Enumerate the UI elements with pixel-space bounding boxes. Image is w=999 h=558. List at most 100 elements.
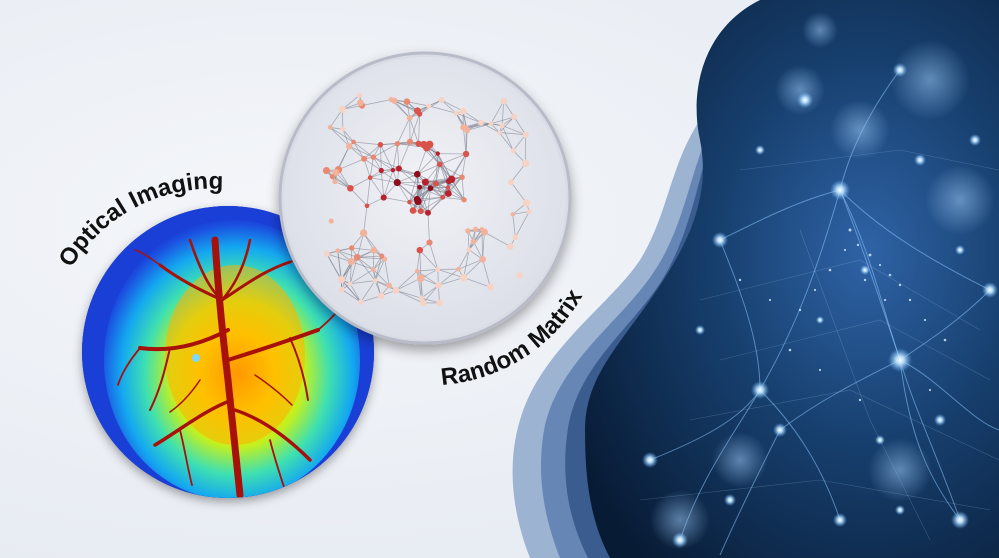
graph-edge bbox=[409, 174, 418, 203]
graph-node bbox=[322, 166, 331, 175]
graph-edge bbox=[510, 162, 526, 183]
graph-node bbox=[500, 97, 507, 105]
graph-edge bbox=[435, 153, 439, 184]
graph-edge bbox=[326, 253, 352, 262]
graph-node bbox=[453, 110, 459, 116]
graph-edge bbox=[360, 295, 382, 303]
graph-edge bbox=[353, 141, 381, 146]
graph-node bbox=[435, 266, 441, 273]
graph-edge bbox=[458, 258, 483, 270]
graph-edge bbox=[490, 100, 505, 124]
graph-edge bbox=[383, 197, 410, 203]
graph-edge bbox=[458, 249, 470, 270]
graph-edge bbox=[462, 127, 467, 155]
graph-node bbox=[479, 256, 486, 263]
graph-edge bbox=[342, 129, 354, 143]
graph-edge bbox=[374, 258, 386, 281]
graph-edge bbox=[329, 127, 350, 147]
graph-edge bbox=[419, 186, 443, 198]
graph-edge bbox=[463, 259, 483, 278]
graph-edge bbox=[392, 143, 398, 171]
graph-edge bbox=[463, 249, 470, 278]
graph-edge bbox=[395, 270, 418, 291]
graph-edge bbox=[349, 145, 374, 158]
graph-node bbox=[440, 194, 446, 200]
graph-node bbox=[386, 282, 392, 289]
graph-node bbox=[470, 238, 477, 245]
graph-node bbox=[424, 209, 431, 216]
graph-edge bbox=[418, 113, 420, 144]
graph-node bbox=[415, 140, 422, 147]
graph-node bbox=[521, 159, 530, 168]
graph-edge bbox=[373, 143, 398, 158]
graph-edge bbox=[439, 164, 463, 178]
graph-edge bbox=[360, 280, 376, 303]
graph-edge bbox=[398, 141, 411, 169]
graph-edge bbox=[417, 153, 439, 175]
graph-edge bbox=[438, 268, 459, 286]
graph-node bbox=[426, 239, 433, 246]
graph-edge bbox=[374, 255, 383, 281]
graph-edge bbox=[490, 116, 515, 125]
graph-node bbox=[413, 170, 421, 178]
graph-edge bbox=[363, 232, 383, 257]
graph-edge bbox=[482, 259, 491, 288]
graph-node bbox=[510, 147, 516, 154]
graph-node bbox=[414, 268, 420, 274]
graph-edge bbox=[473, 241, 483, 260]
graph-edge bbox=[397, 117, 411, 144]
graph-node bbox=[459, 107, 467, 115]
graph-node bbox=[508, 179, 515, 186]
graph-edge bbox=[357, 255, 382, 258]
graph-edge bbox=[395, 289, 424, 304]
graph-edge bbox=[372, 258, 386, 270]
graph-edge bbox=[369, 177, 385, 198]
graph-edge bbox=[427, 212, 430, 243]
graph-edge bbox=[463, 277, 491, 288]
graph-edge bbox=[395, 289, 422, 299]
graph-node bbox=[370, 266, 376, 272]
graph-node bbox=[432, 180, 439, 187]
graph-node bbox=[380, 194, 387, 201]
graph-node bbox=[459, 273, 468, 282]
graph-edge bbox=[350, 269, 374, 285]
graph-edge bbox=[450, 153, 467, 179]
graph-node bbox=[347, 184, 354, 192]
graph-node bbox=[413, 107, 421, 115]
graph-node bbox=[417, 184, 423, 190]
graph-node bbox=[377, 142, 384, 148]
graph-edge bbox=[499, 116, 515, 133]
graph-node bbox=[435, 151, 440, 156]
graph-node bbox=[392, 286, 400, 294]
graph-edge bbox=[372, 269, 390, 286]
graph-node bbox=[335, 248, 341, 254]
graph-edge bbox=[395, 277, 421, 291]
graph-node bbox=[372, 278, 378, 284]
graph-edge bbox=[420, 182, 426, 212]
graph-node bbox=[522, 199, 531, 207]
graph-node bbox=[356, 92, 363, 98]
graph-node bbox=[478, 119, 485, 126]
graph-node bbox=[338, 105, 346, 113]
graph-node bbox=[359, 229, 368, 237]
graph-edge bbox=[442, 196, 465, 201]
graph-node bbox=[444, 190, 452, 197]
graph-edge bbox=[350, 280, 376, 285]
graph-edge bbox=[499, 132, 526, 136]
graph-edge bbox=[396, 182, 410, 203]
graph-edge bbox=[439, 164, 452, 179]
graph-edge bbox=[437, 153, 450, 182]
graph-node bbox=[438, 97, 445, 104]
graph-edge bbox=[353, 141, 374, 158]
graph-node bbox=[332, 178, 338, 185]
graph-edge bbox=[337, 250, 342, 281]
graph-node bbox=[417, 208, 424, 215]
graph-node bbox=[370, 247, 378, 254]
graph-node bbox=[459, 174, 465, 181]
graph-edge bbox=[421, 284, 439, 299]
graph-edge bbox=[422, 285, 439, 304]
graph-edge bbox=[384, 258, 390, 286]
graph-edge bbox=[326, 253, 342, 281]
